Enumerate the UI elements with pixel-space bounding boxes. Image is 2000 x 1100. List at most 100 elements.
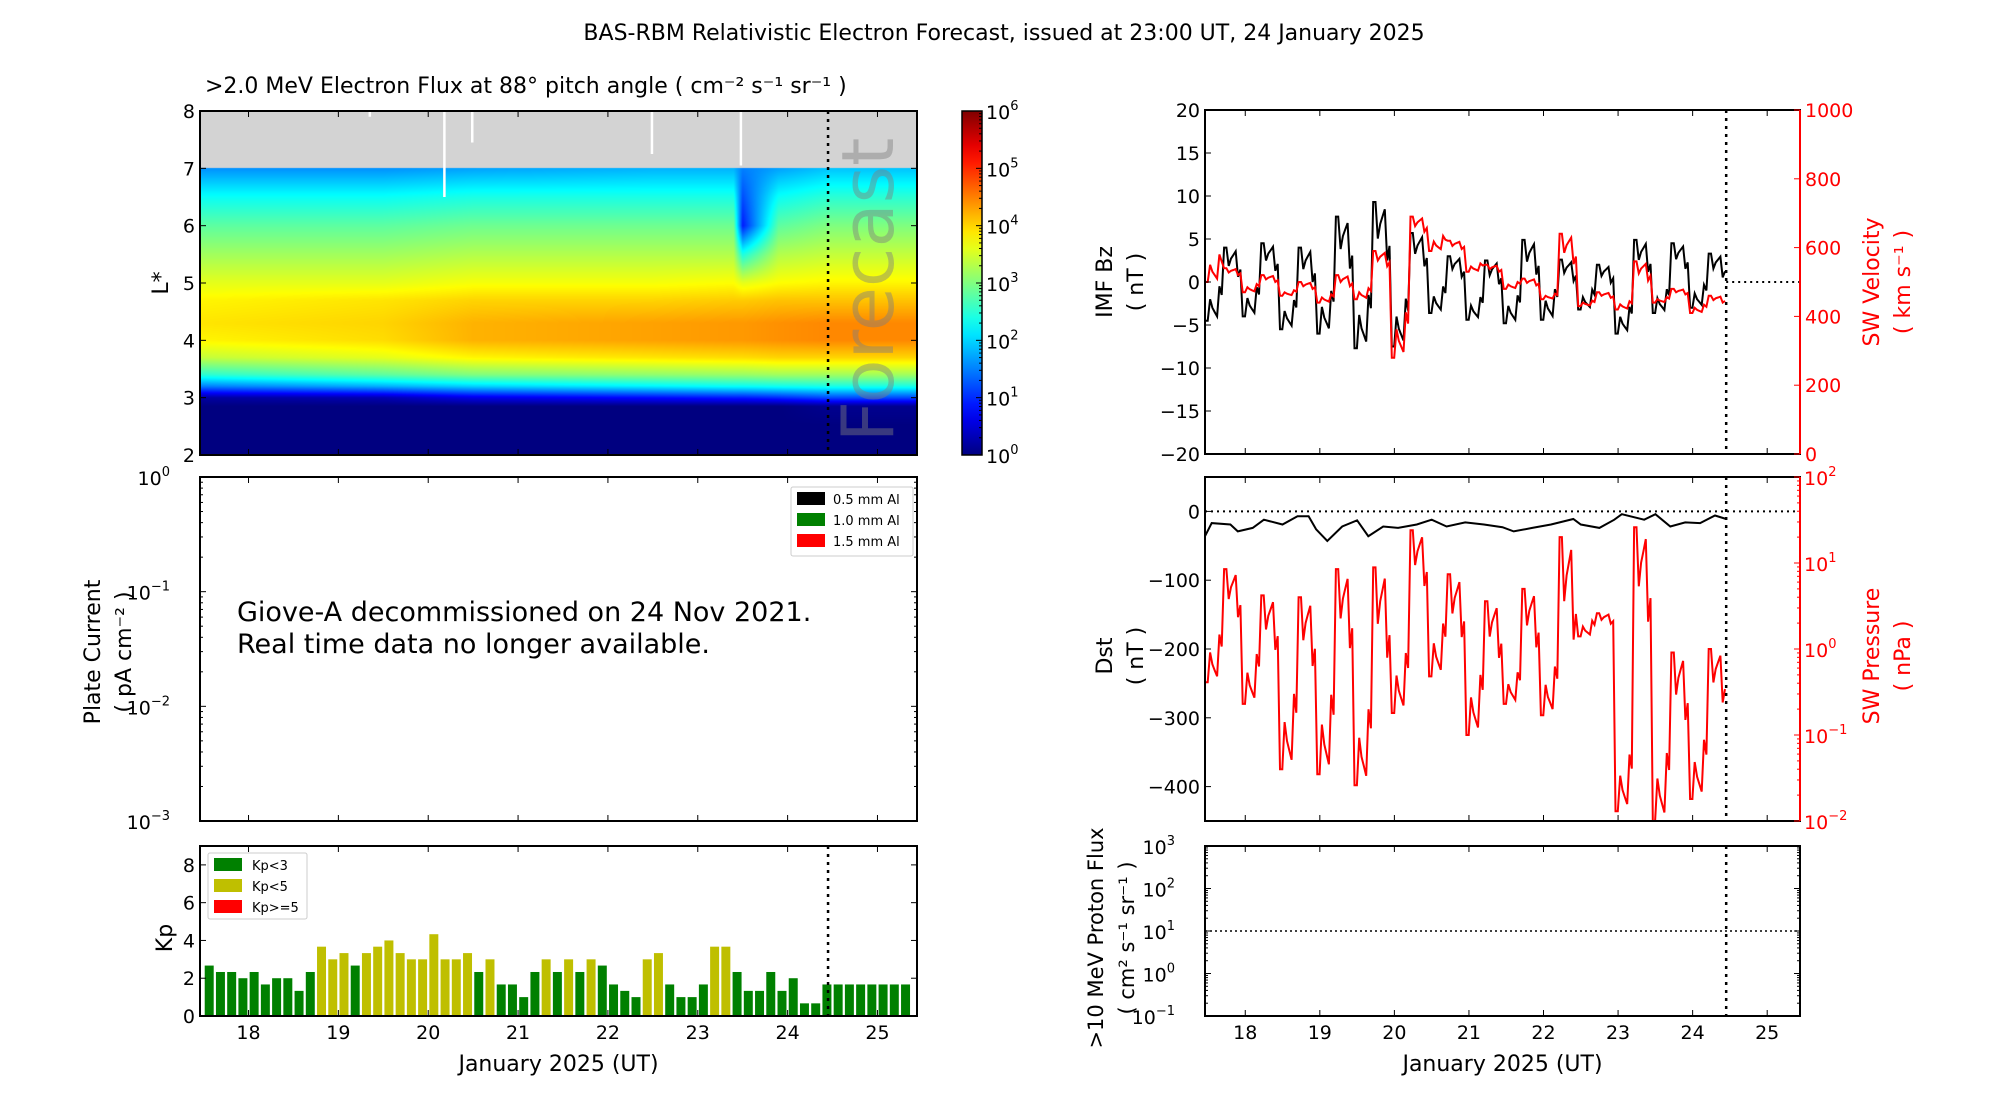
imf-ylabel-line: ( nT )	[1124, 253, 1149, 312]
proton-xaxis-label: January 2025 (UT)	[1400, 1052, 1602, 1077]
kp-bar	[215, 971, 225, 1016]
flux-ytick-label: 2	[183, 445, 195, 467]
kp-xtick-label: 18	[236, 1022, 260, 1044]
legend-label: Kp<5	[252, 880, 288, 895]
kp-bar	[642, 959, 652, 1016]
kp-xtick-label: 24	[776, 1022, 800, 1044]
legend-swatch	[797, 513, 825, 526]
imf-bz-series	[1205, 201, 1726, 350]
proton-xtick-label: 19	[1308, 1022, 1332, 1044]
kp-ytick-label: 0	[183, 1006, 195, 1028]
velocity-ylabel-line: ( km s⁻¹ )	[1891, 230, 1916, 334]
kp-bar	[294, 990, 304, 1016]
velocity-ytick-label: 400	[1805, 306, 1841, 328]
plate-ylabel: Plate Current( pA cm⁻² )	[81, 579, 137, 724]
kp-bar	[418, 959, 428, 1016]
kp-bar	[496, 984, 506, 1016]
kp-bar	[451, 959, 461, 1016]
kp-bar	[777, 990, 787, 1016]
kp-ylabel: Kp	[153, 924, 178, 952]
kp-bar	[519, 997, 529, 1016]
kp-bar	[867, 984, 877, 1016]
colorbar-tick-label: 105	[986, 156, 1018, 181]
proton-ylabel: >10 MeV Proton Flux ( cm² s⁻¹ sr⁻¹ )	[1084, 827, 1139, 1048]
kp-bar	[373, 946, 383, 1016]
decommission-message: Real time data no longer available.	[237, 629, 710, 660]
kp-bar	[530, 971, 540, 1016]
kp-bar	[249, 971, 259, 1016]
kp-bar	[755, 990, 765, 1016]
imf-ytick-label: 15	[1176, 143, 1200, 165]
kp-forecast-annotation: Forecast	[849, 842, 890, 994]
kp-bar	[844, 984, 854, 1016]
kp-bar	[474, 971, 484, 1016]
plate-ytick-label: 10−3	[127, 809, 170, 834]
proton-ytick-label: 103	[1143, 834, 1175, 859]
kp-bar	[766, 971, 776, 1016]
sw-pressure-series	[1205, 526, 1726, 821]
pressure-ytick-label: 100	[1804, 637, 1836, 662]
kp-bar	[283, 978, 293, 1016]
kp-bar	[429, 934, 439, 1016]
imf-ytick-label: −5	[1172, 315, 1200, 337]
flux-ytick-label: 4	[183, 330, 195, 352]
kp-bar	[721, 946, 731, 1016]
colorbar-tick-label: 103	[986, 271, 1018, 296]
kp-bar	[676, 997, 686, 1016]
kp-xtick-label: 22	[596, 1022, 620, 1044]
kp-bar	[339, 953, 349, 1016]
imf-ytick-label: 5	[1188, 229, 1200, 251]
flux-ytick-label: 7	[183, 158, 195, 180]
velocity-ytick-label: 600	[1805, 238, 1841, 260]
kp-ytick-label: 8	[183, 855, 195, 877]
pressure-ytick-label: 10−1	[1804, 723, 1847, 748]
pressure-ylabel-line: SW Pressure	[1860, 588, 1885, 725]
figure-title: BAS-RBM Relativistic Electron Forecast, …	[583, 21, 1424, 46]
colorbar-tick-label: 106	[986, 99, 1018, 124]
proton-xtick-label: 24	[1681, 1022, 1705, 1044]
legend-swatch	[214, 879, 242, 892]
kp-xtick-label: 25	[865, 1022, 889, 1044]
kp-xaxis-label: January 2025 (UT)	[456, 1052, 658, 1077]
dst-series	[1205, 513, 1727, 543]
velocity-ylabel-line: SW Velocity	[1860, 217, 1885, 346]
velocity-ylabel: SW Velocity( km s⁻¹ )	[1860, 217, 1916, 346]
plate-ylabel-line: Plate Current	[81, 579, 106, 724]
imf-ytick-label: −20	[1160, 444, 1200, 466]
dst-ylabel-line: Dst	[1093, 637, 1118, 674]
colorbar-tick-label: 100	[986, 443, 1018, 468]
kp-bar	[788, 978, 798, 1016]
flux-ytick-label: 6	[183, 216, 195, 238]
colorbar-tick-label: 104	[986, 214, 1018, 239]
velocity-ytick-label: 0	[1805, 444, 1817, 466]
proton-xtick-label: 25	[1755, 1022, 1779, 1044]
kp-frame	[199, 845, 918, 1017]
kp-bar	[732, 971, 742, 1016]
legend-swatch	[797, 534, 825, 547]
imf-ytick-label: −10	[1160, 358, 1200, 380]
legend-label: 1.5 mm Al	[833, 535, 900, 550]
pressure-ylabel: SW Pressure( nPa )	[1860, 588, 1916, 725]
kp-bar	[384, 940, 394, 1016]
colorbar-tick-label: 102	[986, 328, 1018, 353]
kp-bar	[305, 971, 315, 1016]
sw-velocity-series	[1205, 215, 1726, 359]
kp-legend: Kp<3 Kp<5 Kp>=5	[207, 852, 308, 920]
dst-ytick-label: −200	[1148, 639, 1200, 661]
flux-ylabel: L*	[149, 271, 174, 294]
imf-ytick-label: 10	[1176, 186, 1200, 208]
plate-frame	[199, 476, 918, 822]
kp-bar	[260, 984, 270, 1016]
pressure-ylabel-line: ( nPa )	[1891, 621, 1916, 692]
imf-ytick-label: 20	[1176, 100, 1200, 122]
kp-bar	[328, 959, 338, 1016]
proton-xtick-label: 22	[1531, 1022, 1555, 1044]
kp-xtick-label: 20	[416, 1022, 440, 1044]
kp-bar	[541, 959, 551, 1016]
pressure-ytick-label: 101	[1804, 551, 1836, 576]
kp-bar	[743, 990, 753, 1016]
forecast-annotation: Forecast	[826, 138, 910, 443]
kp-bar	[811, 1003, 821, 1016]
imf-ytick-label: −15	[1160, 401, 1200, 423]
